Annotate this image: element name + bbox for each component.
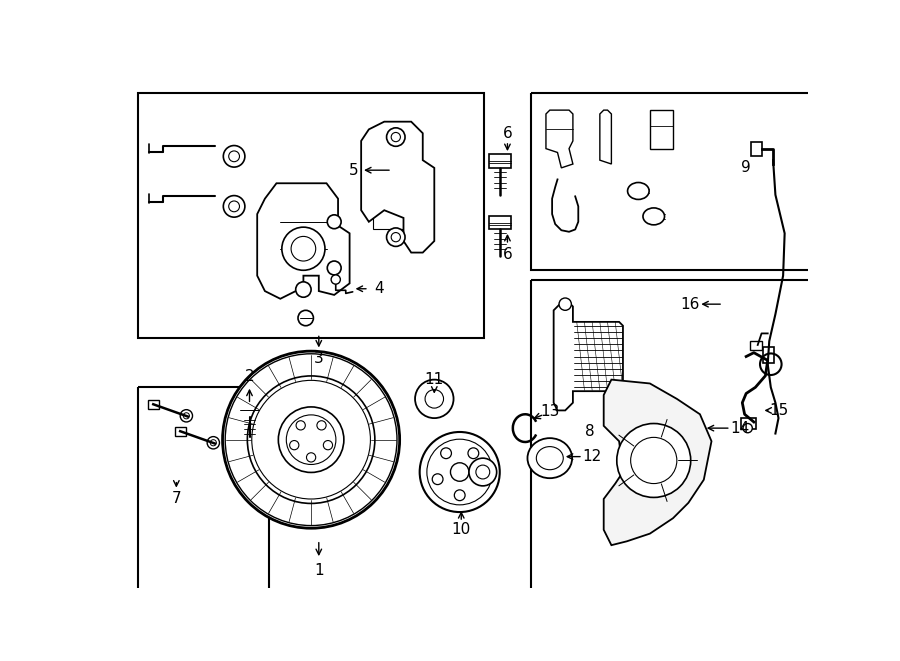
Text: 12: 12 — [582, 449, 602, 464]
Bar — [741, 418, 756, 429]
Text: 6: 6 — [502, 126, 512, 141]
Circle shape — [180, 410, 193, 422]
Circle shape — [223, 196, 245, 217]
Text: 16: 16 — [680, 297, 699, 311]
Circle shape — [328, 261, 341, 275]
Ellipse shape — [527, 438, 572, 478]
Text: 11: 11 — [425, 372, 444, 387]
Polygon shape — [257, 183, 349, 299]
Text: 3: 3 — [314, 350, 324, 366]
Polygon shape — [554, 303, 623, 410]
Bar — [240, 405, 258, 416]
Bar — [751, 143, 762, 156]
Text: 9: 9 — [742, 161, 751, 175]
Text: 4: 4 — [374, 282, 383, 296]
Text: 2: 2 — [245, 369, 255, 384]
Text: 8: 8 — [585, 424, 595, 440]
Circle shape — [207, 437, 220, 449]
Circle shape — [328, 215, 341, 229]
Circle shape — [223, 145, 245, 167]
Bar — [530, 93, 900, 270]
Ellipse shape — [627, 182, 649, 200]
Bar — [462, 455, 491, 489]
Circle shape — [282, 227, 325, 270]
Text: 1: 1 — [314, 563, 324, 578]
Circle shape — [296, 282, 311, 297]
Circle shape — [559, 298, 572, 310]
Circle shape — [616, 424, 690, 498]
Circle shape — [476, 474, 487, 485]
Text: 15: 15 — [769, 403, 788, 418]
Circle shape — [323, 440, 333, 449]
Circle shape — [222, 351, 400, 528]
Circle shape — [278, 407, 344, 473]
Bar — [138, 387, 269, 661]
Bar — [148, 400, 158, 409]
Bar — [138, 93, 484, 338]
Circle shape — [454, 490, 465, 500]
Circle shape — [419, 432, 500, 512]
Polygon shape — [599, 110, 611, 164]
Circle shape — [743, 424, 752, 433]
Bar — [750, 341, 762, 350]
Circle shape — [317, 421, 326, 430]
Polygon shape — [546, 110, 573, 168]
Text: 14: 14 — [731, 420, 750, 436]
Text: 6: 6 — [502, 247, 512, 262]
Text: 7: 7 — [172, 492, 181, 506]
Circle shape — [296, 421, 305, 430]
Bar — [763, 347, 774, 363]
Polygon shape — [604, 379, 712, 545]
Circle shape — [441, 448, 452, 459]
Circle shape — [468, 448, 479, 459]
Text: 10: 10 — [452, 522, 471, 537]
Text: 13: 13 — [540, 405, 560, 420]
Bar — [530, 280, 900, 634]
Circle shape — [432, 474, 443, 485]
Circle shape — [415, 379, 454, 418]
Ellipse shape — [643, 208, 664, 225]
Bar — [489, 215, 510, 229]
Circle shape — [307, 453, 316, 462]
Circle shape — [387, 128, 405, 146]
Bar — [373, 137, 415, 229]
Circle shape — [298, 310, 313, 326]
Circle shape — [469, 458, 497, 486]
Bar — [650, 110, 673, 149]
Circle shape — [331, 275, 340, 284]
Circle shape — [451, 463, 469, 481]
Bar — [489, 154, 510, 168]
Polygon shape — [361, 122, 435, 253]
Bar — [175, 426, 185, 436]
Text: 5: 5 — [348, 163, 358, 178]
Circle shape — [387, 228, 405, 247]
Circle shape — [290, 440, 299, 449]
